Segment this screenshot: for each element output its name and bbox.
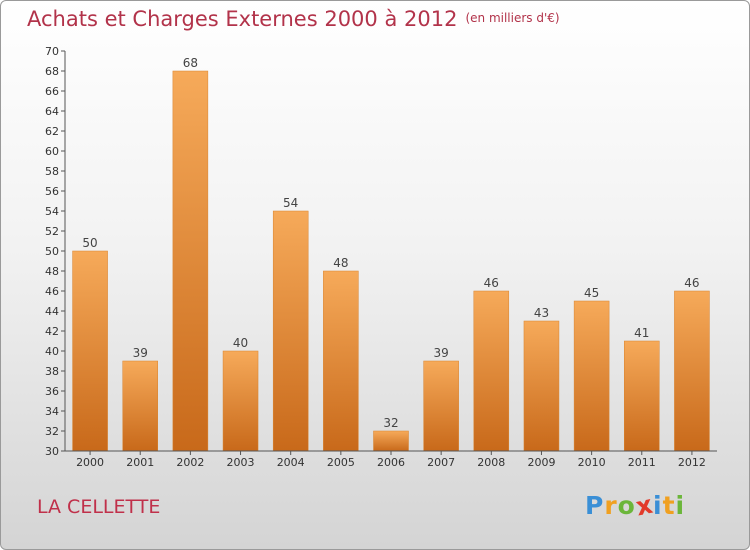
y-tick-label-62: 62 [45, 125, 59, 138]
x-tick-label-2002: 2002 [176, 456, 204, 469]
logo-letter: o [617, 491, 636, 520]
y-tick-label-52: 52 [45, 225, 59, 238]
bar-2010 [573, 300, 610, 452]
value-label-2006: 32 [383, 416, 398, 430]
x-tick-label-2011: 2011 [628, 456, 656, 469]
x-tick-label-2008: 2008 [477, 456, 505, 469]
logo-letter: P [585, 491, 605, 520]
logo-letter: i [675, 491, 686, 520]
x-tick-label-2006: 2006 [377, 456, 405, 469]
y-tick-label-48: 48 [45, 265, 59, 278]
logo-letter: r [604, 491, 618, 520]
x-tick-label-2012: 2012 [678, 456, 706, 469]
y-tick-label-30: 30 [45, 445, 59, 458]
y-tick-label-56: 56 [45, 185, 59, 198]
bar-2006 [373, 430, 409, 452]
chart-unit: (en milliers d'€) [465, 11, 560, 25]
y-tick-label-50: 50 [45, 245, 59, 258]
value-label-2003: 40 [233, 336, 248, 350]
y-tick-label-40: 40 [45, 345, 59, 358]
y-tick-label-64: 64 [45, 105, 59, 118]
x-tick-label-2000: 2000 [76, 456, 104, 469]
bar-2012 [674, 290, 710, 452]
y-tick-label-70: 70 [45, 45, 59, 58]
axes-group: 2000 2001 2002 2003 2004 2005 2006 2007 2008 2009… [45, 45, 717, 469]
value-label-2004: 54 [283, 196, 298, 210]
chart-title-text: Achats et Charges Externes 2000 à 2012 [27, 7, 458, 31]
bar-2005 [323, 270, 359, 452]
logo-letter: t [662, 491, 676, 520]
bar-2007 [423, 360, 459, 452]
value-label-2001: 39 [133, 346, 148, 360]
value-label-2010: 45 [584, 286, 599, 300]
proxiti-logo: Proxiti [585, 490, 686, 522]
bar-2001 [122, 360, 158, 452]
x-tick-label-2001: 2001 [126, 456, 154, 469]
bar-2004 [272, 210, 309, 452]
value-label-2009: 43 [534, 306, 549, 320]
bar-2008 [473, 290, 510, 452]
value-label-2011: 41 [634, 326, 649, 340]
bar-2002 [172, 70, 209, 452]
value-label-2007: 39 [434, 346, 449, 360]
y-tick-label-54: 54 [45, 205, 59, 218]
x-tick-label-2003: 2003 [227, 456, 255, 469]
bar-2000 [72, 250, 108, 452]
x-tick-label-2004: 2004 [277, 456, 305, 469]
y-tick-label-38: 38 [45, 365, 59, 378]
y-tick-label-68: 68 [45, 65, 59, 78]
chart-title: Achats et Charges Externes 2000 à 2012 (e… [27, 7, 560, 31]
bar-2011 [624, 340, 660, 452]
city-name: LA CELLETTE [37, 496, 161, 518]
value-label-2000: 50 [82, 236, 97, 250]
value-label-2008: 46 [484, 276, 499, 290]
value-label-2012: 46 [684, 276, 699, 290]
y-tick-label-32: 32 [45, 425, 59, 438]
y-tick-label-36: 36 [45, 385, 59, 398]
y-tick-label-34: 34 [45, 405, 59, 418]
y-tick-label-60: 60 [45, 145, 59, 158]
y-tick-label-66: 66 [45, 85, 59, 98]
x-tick-label-2010: 2010 [578, 456, 606, 469]
y-tick-label-42: 42 [45, 325, 59, 338]
x-tick-label-2009: 2009 [527, 456, 555, 469]
bar-2009 [523, 320, 560, 452]
y-tick-label-58: 58 [45, 165, 59, 178]
bar-2003 [222, 350, 259, 452]
y-tick-label-46: 46 [45, 285, 59, 298]
y-tick-label-44: 44 [45, 305, 59, 318]
x-tick-label-2005: 2005 [327, 456, 355, 469]
logo-letter: i [653, 491, 663, 520]
bars-group: 50 39 68 40 54 48 32 39 46 43 45 41 46 [72, 56, 710, 452]
value-label-2005: 48 [333, 256, 348, 270]
x-tick-label-2007: 2007 [427, 456, 455, 469]
value-label-2002: 68 [183, 56, 198, 70]
